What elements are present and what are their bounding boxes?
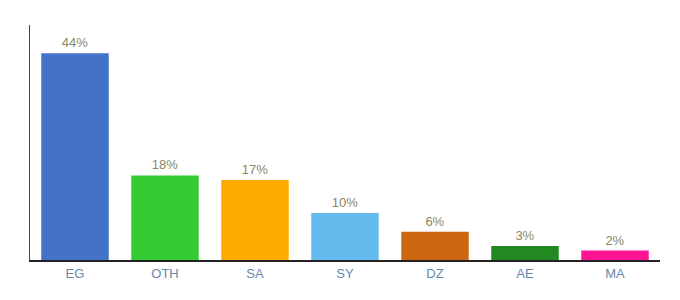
- svg-text:6%: 6%: [425, 214, 444, 229]
- svg-text:OTH: OTH: [151, 266, 178, 281]
- svg-text:2%: 2%: [605, 233, 624, 248]
- svg-text:18%: 18%: [152, 157, 178, 172]
- svg-text:3%: 3%: [515, 228, 534, 243]
- svg-text:44%: 44%: [62, 35, 88, 50]
- svg-text:EG: EG: [66, 266, 85, 281]
- svg-text:DZ: DZ: [426, 266, 443, 281]
- svg-text:SA: SA: [246, 266, 264, 281]
- svg-text:17%: 17%: [242, 162, 268, 177]
- svg-text:AE: AE: [516, 266, 534, 281]
- svg-text:10%: 10%: [332, 195, 358, 210]
- svg-text:MA: MA: [605, 266, 625, 281]
- svg-text:SY: SY: [336, 266, 354, 281]
